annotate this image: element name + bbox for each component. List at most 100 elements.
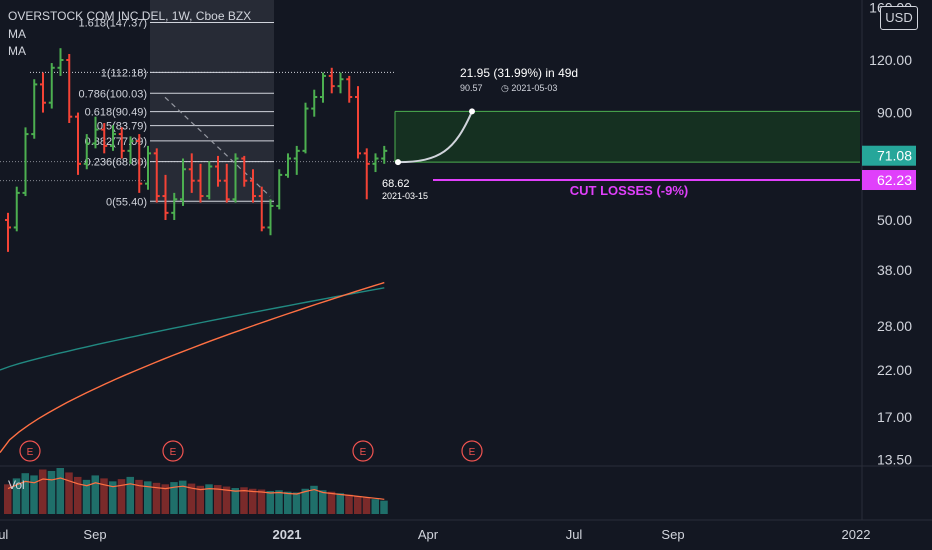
fib-label: 0(55.40)	[106, 196, 147, 208]
time-tick-label: Jul	[566, 527, 583, 542]
volume-bar	[30, 475, 38, 514]
entry-price-label: 68.62	[382, 178, 410, 190]
earnings-marker-label: E	[27, 447, 34, 458]
time-tick-label: 2022	[842, 527, 871, 542]
time-tick-label: Jul	[0, 527, 8, 542]
ma-fast-line	[0, 281, 385, 454]
volume-bar	[319, 490, 327, 514]
earnings-marker-label: E	[469, 447, 476, 458]
volume-ma-line	[7, 477, 385, 500]
volume-bar	[100, 478, 108, 514]
fib-retracement: 1.618(147.37) 1(112.18) 0.786(100.03) 0.618…	[0, 17, 395, 208]
volume-bar	[327, 491, 336, 514]
volume-bar	[109, 481, 117, 514]
price-tick-label: 17.00	[877, 409, 912, 425]
projection-label-bg	[455, 63, 595, 96]
time-tick-label: Apr	[418, 527, 439, 542]
projection-target-price: 90.57	[460, 83, 483, 93]
projection-target-date: ◷ 2021-05-03	[501, 83, 557, 93]
price-tick-label: 28.00	[877, 318, 912, 334]
volume-bar	[336, 493, 344, 514]
symbol-title: OVERSTOCK COM INC DEL, 1W, Cboe BZX	[8, 9, 252, 23]
volume-bar	[161, 484, 169, 514]
profit-zone	[395, 111, 860, 163]
volume-bar	[362, 497, 371, 514]
price-tag: 62.23	[877, 172, 912, 188]
earnings-marker	[461, 440, 483, 462]
price-tick-label: 90.00	[877, 105, 912, 121]
fib-shaded-area	[150, 0, 274, 204]
price-tick-label: 50.00	[877, 212, 912, 228]
entry-date-label: 2021-03-15	[382, 191, 428, 201]
volume-bar	[12, 478, 21, 514]
volume-bar	[126, 476, 134, 514]
volume-bar	[170, 482, 178, 514]
volume-bar	[39, 469, 47, 514]
price-tick-label: 22.00	[877, 362, 912, 378]
volume-bar	[56, 468, 64, 514]
volume-bar	[266, 491, 274, 514]
volume-bar	[187, 483, 196, 514]
volume-bar	[380, 500, 388, 514]
volume-bar	[82, 479, 91, 514]
earnings-marker-label: E	[170, 447, 177, 458]
earnings-marker-label: E	[360, 447, 367, 458]
volume-bar	[310, 485, 318, 514]
volume-bar	[4, 484, 12, 514]
time-tick-label: Sep	[661, 527, 684, 542]
fib-label: 0.618(90.49)	[85, 107, 147, 119]
volume-bar	[214, 485, 222, 514]
projection-end-dot	[469, 108, 475, 115]
volume-bar	[91, 475, 99, 514]
currency-button[interactable]: USD	[880, 6, 918, 30]
cut-losses-label: CUT LOSSES (-9%)	[570, 183, 688, 198]
volume-bar	[179, 480, 187, 514]
price-tick-label: 13.50	[877, 451, 912, 467]
ma-legend-1: MA	[8, 27, 26, 41]
projection-arrow	[397, 111, 473, 164]
volume-bar	[301, 488, 309, 514]
time-tick-label: Sep	[83, 527, 106, 542]
fib-label: 0.5(83.79)	[97, 121, 147, 133]
volume-bar	[117, 479, 126, 514]
volume-label: Vol	[8, 478, 25, 492]
volume-bar	[231, 488, 239, 514]
volume-bar	[275, 490, 283, 514]
volume-bars: Vol	[0, 465, 932, 514]
projection: 21.95 (31.99%) in 49d 90.57 ◷ 2021-05-03 68…	[377, 63, 860, 202]
volume-bar	[135, 479, 143, 514]
projection-start-dot	[395, 159, 401, 166]
price-tag: 71.08	[877, 148, 912, 164]
candles	[5, 48, 388, 252]
price-tag-bg	[862, 145, 916, 166]
volume-bar	[196, 485, 204, 514]
projection-label: 21.95 (31.99%) in 49d	[460, 66, 578, 80]
volume-bar	[144, 481, 152, 514]
fib-label: 0.786(100.03)	[79, 88, 148, 100]
entry-label-bg	[377, 174, 433, 202]
fib-label: 0.236(68.80)	[85, 157, 147, 169]
volume-bar	[152, 482, 161, 514]
volume-bar	[240, 487, 248, 514]
fib-label: 1.618(147.37)	[79, 17, 148, 29]
volume-bar	[65, 472, 73, 514]
volume-bar	[371, 499, 379, 514]
time-tick-label: 2021	[273, 527, 302, 542]
ma-legend-2: MA	[8, 44, 26, 58]
volume-bar	[74, 476, 82, 514]
volume-bar	[222, 486, 231, 514]
price-tick-label: 38.00	[877, 262, 912, 278]
volume-bar	[205, 484, 213, 514]
volume-bar	[21, 473, 29, 514]
earnings-marker	[352, 440, 374, 462]
moving-averages	[0, 281, 385, 454]
volume-bar	[47, 470, 56, 514]
fib-label: 1(112.18)	[101, 67, 147, 79]
volume-bar	[284, 491, 292, 514]
volume-bar	[345, 494, 353, 514]
ma-slow-line	[0, 287, 385, 371]
price-tick-label: 120.00	[869, 52, 912, 68]
volume-bar	[257, 489, 266, 514]
